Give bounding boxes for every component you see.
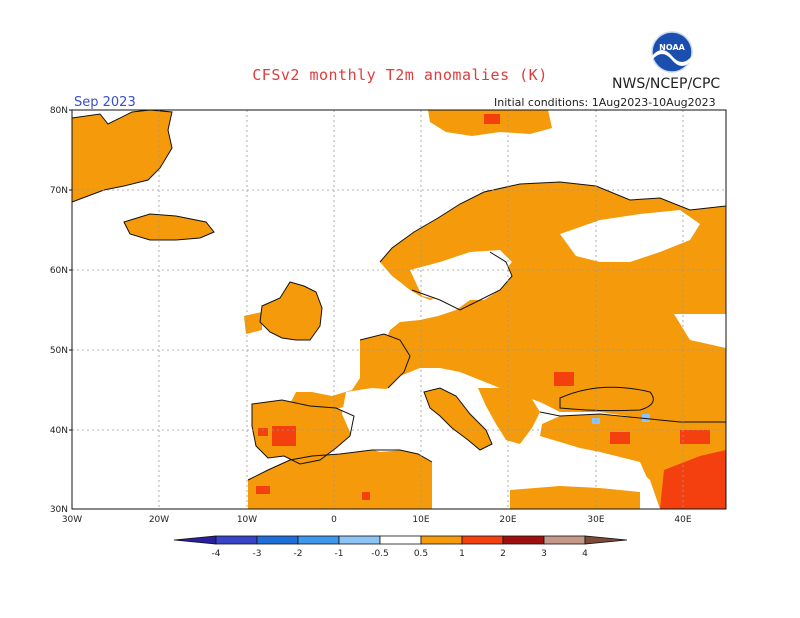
noaa-logo: NOAA (651, 31, 693, 73)
map-frame (71, 109, 727, 510)
lon-label: 10W (237, 515, 257, 525)
colorbar-segment (338, 535, 381, 545)
map-panel (71, 109, 727, 510)
colorbar-arrow-low (173, 535, 217, 545)
colorbar-segment (379, 535, 422, 545)
lon-axis: 30W 20W 10W 0 10E 20E 30E 40E (62, 515, 692, 525)
colorbar-tick-label: 3 (541, 549, 547, 559)
lon-label: 30E (587, 515, 604, 525)
colorbar: -4 -3 -2 -1 -0.5 0.5 1 2 3 4 (173, 535, 628, 559)
colorbar-tick-label: -0.5 (371, 549, 389, 559)
colorbar-tick-label: 0.5 (414, 549, 428, 559)
lon-label: 10E (412, 515, 429, 525)
colorbar-tick-label: -4 (212, 549, 221, 559)
agency-label: NWS/NCEP/CPC (612, 76, 721, 92)
valid-month-label: Sep 2023 (74, 95, 136, 110)
lat-label: 30N (50, 505, 68, 515)
lat-label: 50N (50, 346, 68, 356)
colorbar-tick-label: 1 (459, 549, 465, 559)
colorbar-segment (215, 535, 258, 545)
strong-warm-anomaly-regions (256, 114, 726, 509)
initial-conditions-label: Initial conditions: 1Aug2023-10Aug2023 (494, 96, 716, 109)
lon-label: 40E (674, 515, 691, 525)
lat-label: 40N (50, 426, 68, 436)
colorbar-segment (297, 535, 340, 545)
lat-axis: 80N 70N 60N 50N 40N 30N (50, 106, 72, 515)
colorbar-tick-label: -2 (294, 549, 303, 559)
colorbar-segment (461, 535, 504, 545)
colorbar-segment (420, 535, 463, 545)
lat-label: 80N (50, 106, 68, 116)
colorbar-segment (543, 535, 586, 545)
graticule (72, 110, 726, 509)
colorbar-tick-label: -3 (253, 549, 262, 559)
near-normal-regions (342, 210, 726, 509)
lon-label: 0 (331, 515, 337, 525)
colorbar-tick-label: 2 (500, 549, 506, 559)
colorbar-segment (502, 535, 545, 545)
lon-label: 20W (149, 515, 169, 525)
lon-label: 30W (62, 515, 82, 525)
colorbar-tick-label: -1 (335, 549, 344, 559)
noaa-logo-text: NOAA (659, 43, 685, 52)
colorbar-tick-label: 4 (582, 549, 588, 559)
map-title: CFSv2 monthly T2m anomalies (K) (252, 66, 548, 84)
lat-label: 60N (50, 266, 68, 276)
colorbar-arrow-high (584, 535, 628, 545)
colorbar-segment (256, 535, 299, 545)
coastlines (71, 109, 727, 481)
lon-label: 20E (499, 515, 516, 525)
lat-label: 70N (50, 186, 68, 196)
